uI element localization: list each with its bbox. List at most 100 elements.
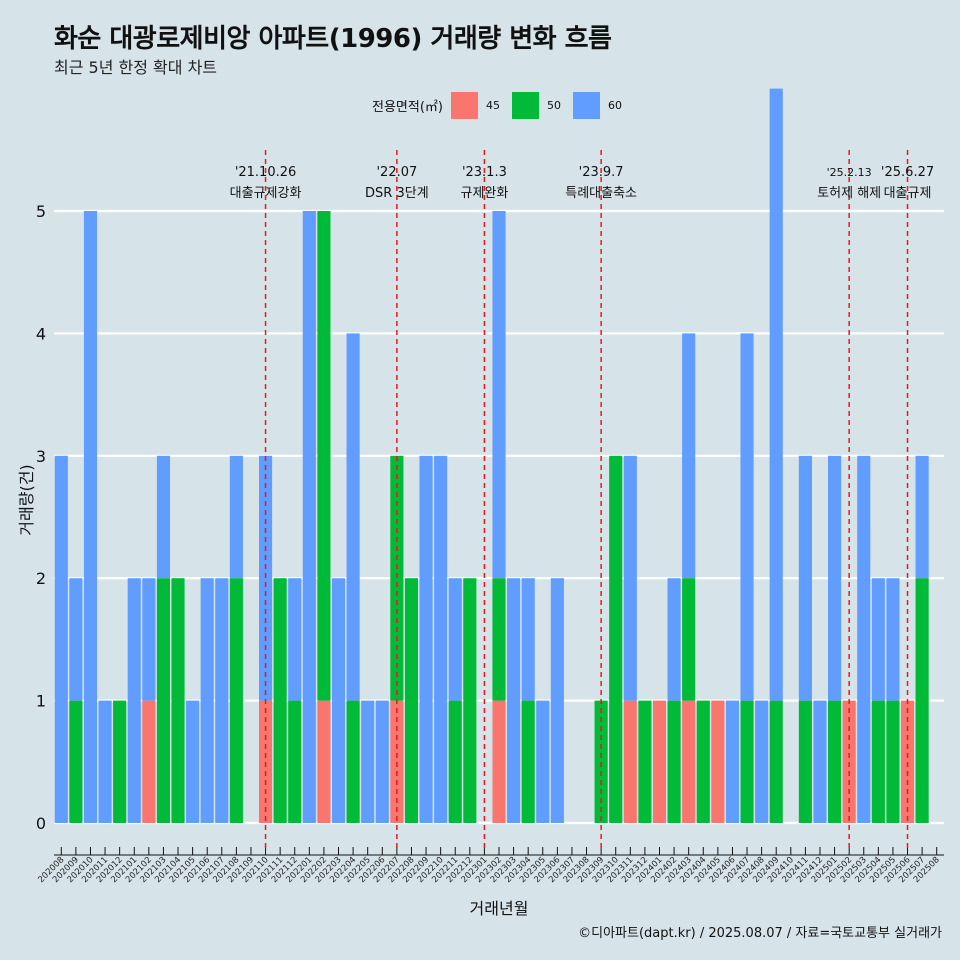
bar-segment-50 bbox=[492, 578, 506, 701]
event-date-label: '25.2.13 bbox=[827, 166, 872, 179]
chart-title: 화순 대광로제비앙 아파트(1996) 거래량 변화 흐름 bbox=[54, 24, 612, 54]
y-tick-label: 4 bbox=[36, 324, 46, 343]
bar-segment-60 bbox=[492, 211, 506, 579]
bar-segment-45 bbox=[900, 700, 915, 823]
x-axis-title: 거래년월 bbox=[470, 899, 529, 918]
bar-segment-60 bbox=[434, 455, 448, 823]
bar-segment-60 bbox=[215, 578, 229, 823]
bar-segment-60 bbox=[98, 700, 112, 823]
bar-segment-60 bbox=[550, 578, 564, 823]
bar-segment-60 bbox=[142, 578, 156, 701]
bar-segment-60 bbox=[156, 455, 170, 579]
bar-segment-60 bbox=[54, 455, 68, 823]
y-tick-label: 3 bbox=[36, 447, 46, 466]
bar-segment-50 bbox=[390, 455, 404, 701]
legend: 전용면적(㎡) 45 50 60 bbox=[372, 92, 634, 119]
legend-item-45: 45 bbox=[450, 92, 500, 119]
legend-item-60: 60 bbox=[572, 92, 622, 119]
legend-swatch-45 bbox=[450, 92, 478, 119]
bar-segment-60 bbox=[361, 700, 375, 823]
bar-segment-45 bbox=[390, 700, 404, 823]
legend-label-60: 60 bbox=[607, 99, 622, 112]
y-tick-label: 2 bbox=[36, 569, 46, 588]
event-date-label: '22.07 bbox=[376, 165, 417, 180]
bar-segment-60 bbox=[375, 700, 389, 823]
bar-segment-45 bbox=[142, 700, 156, 823]
bar-segment-60 bbox=[229, 455, 243, 579]
event-date-label: '25.6.27 bbox=[881, 165, 934, 180]
event-date-label: '23.9.7 bbox=[579, 165, 624, 180]
bar-segment-50 bbox=[828, 700, 842, 823]
event-date-label: '21.10.26 bbox=[235, 165, 296, 180]
bar-segment-60 bbox=[200, 578, 214, 823]
y-axis-title: 거래량(건) bbox=[17, 464, 36, 535]
bar-segment-60 bbox=[667, 578, 681, 701]
bar-segment-60 bbox=[521, 578, 535, 701]
event-name-label: DSR 3단계 bbox=[365, 186, 429, 201]
legend-item-50: 50 bbox=[511, 92, 561, 119]
event-name-label: 규제완화 bbox=[460, 186, 508, 201]
bar-segment-50 bbox=[69, 700, 83, 823]
bar-segment-50 bbox=[886, 700, 900, 823]
bar-segment-50 bbox=[288, 700, 302, 823]
source-caption: ©디아파트(dapt.kr) / 2025.08.07 / 자료=국토교통부 실… bbox=[578, 926, 942, 941]
bar-segment-60 bbox=[828, 455, 842, 701]
bar-segment-60 bbox=[886, 578, 900, 701]
bar-segment-50 bbox=[740, 700, 754, 823]
bar-segment-50 bbox=[317, 211, 331, 701]
bar-segment-60 bbox=[798, 455, 812, 701]
bar-segment-50 bbox=[448, 700, 462, 823]
bar-segment-60 bbox=[302, 211, 316, 823]
bar-segment-60 bbox=[258, 455, 273, 701]
bar-segment-45 bbox=[842, 700, 856, 823]
legend-title: 전용면적(㎡) bbox=[372, 100, 443, 115]
bar-segment-50 bbox=[171, 578, 185, 823]
event-name-label: 토허제 해제 bbox=[817, 186, 881, 201]
bar-segment-50 bbox=[156, 578, 170, 823]
bar-segment-60 bbox=[769, 88, 783, 701]
bar-segment-50 bbox=[463, 578, 477, 823]
bar-segment-50 bbox=[229, 578, 243, 823]
bar-segment-60 bbox=[755, 700, 769, 823]
bar-segment-50 bbox=[273, 578, 287, 823]
bar-segment-45 bbox=[317, 700, 331, 823]
event-name-label: 대출규제강화 bbox=[230, 186, 302, 201]
event-date-label: '23.1.3 bbox=[462, 165, 507, 180]
bar-segment-60 bbox=[682, 333, 696, 579]
bar-segment-50 bbox=[798, 700, 812, 823]
legend-swatch-50 bbox=[511, 92, 539, 119]
bar-segment-60 bbox=[419, 455, 433, 823]
legend-swatch-60 bbox=[572, 92, 600, 119]
bar-segment-60 bbox=[69, 578, 83, 701]
bar-segment-50 bbox=[113, 700, 127, 823]
bar-segment-45 bbox=[652, 700, 667, 823]
bar-segment-60 bbox=[507, 578, 521, 823]
legend-label-45: 45 bbox=[485, 99, 500, 112]
bar-segment-60 bbox=[83, 211, 98, 823]
bar-segment-50 bbox=[915, 578, 929, 823]
bar-segment-60 bbox=[331, 578, 346, 823]
bar-segment-60 bbox=[127, 578, 141, 823]
event-name-label: 특례대출축소 bbox=[565, 186, 637, 201]
bar-segment-50 bbox=[609, 455, 623, 823]
event-name-label: 대출규제 bbox=[884, 186, 932, 201]
bar-segment-45 bbox=[623, 700, 637, 823]
bar-segment-60 bbox=[536, 700, 550, 823]
bar-segment-50 bbox=[346, 700, 360, 823]
y-tick-label: 5 bbox=[36, 202, 46, 221]
bar-segment-45 bbox=[711, 700, 725, 823]
legend-label-50: 50 bbox=[546, 99, 561, 112]
bar-segment-60 bbox=[623, 455, 637, 701]
bar-segment-60 bbox=[448, 578, 462, 701]
bar-segment-45 bbox=[492, 700, 506, 823]
bar-segment-60 bbox=[871, 578, 885, 701]
bar-segment-60 bbox=[813, 700, 827, 823]
bar-segment-50 bbox=[696, 700, 710, 823]
bar-segment-60 bbox=[915, 455, 929, 579]
bar-segment-60 bbox=[740, 333, 754, 701]
bar-segment-50 bbox=[682, 578, 696, 701]
bar-segment-50 bbox=[667, 700, 681, 823]
bar-segment-60 bbox=[288, 578, 302, 701]
bar-segment-50 bbox=[521, 700, 535, 823]
